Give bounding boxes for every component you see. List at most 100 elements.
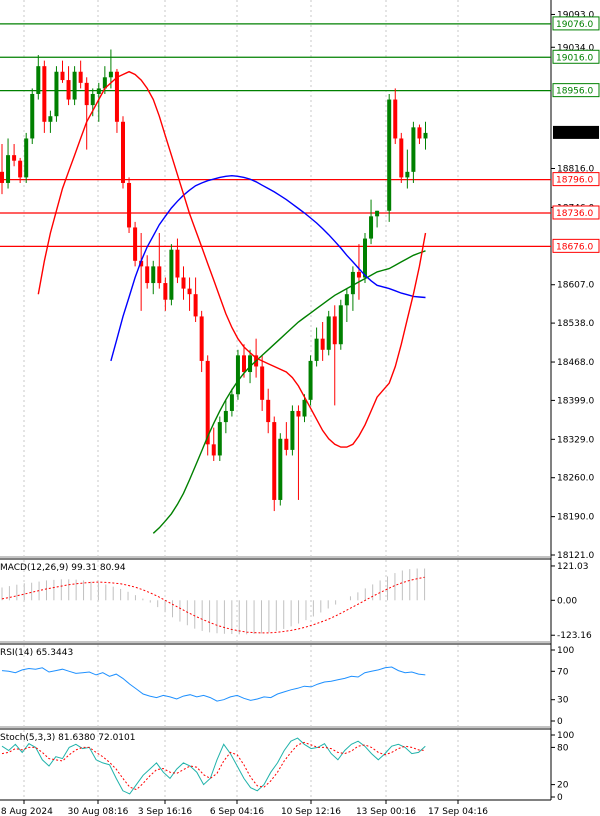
candle-body <box>42 66 47 122</box>
candle-body <box>350 271 355 295</box>
macd-panel: MACD(12,26,9) 99.31 80.94 121.03 0.00 -123.… <box>0 562 592 641</box>
candle-body <box>308 360 313 400</box>
candles <box>0 49 428 512</box>
candle-body <box>338 305 343 345</box>
time-tick-label: 28 Aug 2024 <box>0 807 53 816</box>
rsi-tick-label: 100 <box>557 646 574 656</box>
time-tick-label: 30 Aug 08:16 <box>68 807 129 816</box>
candle-body <box>102 77 107 89</box>
candle-body <box>139 260 144 267</box>
sr-level-labels: 19076.0 19016.0 18956.0 18796.0 18736.0 18676… <box>552 16 600 253</box>
candle-body <box>60 71 65 81</box>
candle-body <box>260 366 265 400</box>
candle-body <box>181 277 186 289</box>
price-tick-label: 18399.0 <box>557 396 594 406</box>
stoch-tick-label: 80 <box>557 743 569 753</box>
candle-body <box>145 266 150 284</box>
ma-red-line <box>37 70 427 448</box>
ma-green-line <box>152 250 426 534</box>
moving-averages <box>37 70 427 534</box>
candle-body <box>121 121 125 183</box>
candle-body <box>302 399 307 417</box>
candle-body <box>12 155 17 161</box>
candle-body <box>272 422 277 500</box>
price-tick-label: 18329.0 <box>557 435 594 445</box>
stoch-k-line <box>1 737 426 795</box>
candle-body <box>344 294 349 306</box>
candle-body <box>417 127 422 139</box>
candle-body <box>242 355 246 373</box>
level-label: 18736.0 <box>556 209 593 219</box>
candle-body <box>127 182 132 228</box>
level-label: 18956.0 <box>556 87 593 97</box>
candle-body <box>48 116 53 122</box>
level-label-box <box>552 49 600 64</box>
stoch-tick-label: 0 <box>557 793 563 803</box>
price-tick-label: 18260.0 <box>557 474 594 484</box>
candle-body <box>193 294 198 317</box>
candle-body <box>96 88 101 94</box>
candle-body <box>217 422 222 456</box>
macd-tick-label: -123.16 <box>557 631 592 641</box>
rsi-tick-label: 30 <box>557 696 569 706</box>
vertical-grid <box>23 0 459 800</box>
candle-body <box>326 316 331 350</box>
level-label: 19076.0 <box>556 20 593 30</box>
candle-body <box>235 355 240 395</box>
candle-body <box>205 360 210 445</box>
price-panel: 19093.019034.018816.018746.018607.018538… <box>0 10 600 561</box>
candle-body <box>278 438 283 500</box>
ma-blue-line <box>110 174 426 362</box>
price-tick-label: 19093.0 <box>557 10 594 20</box>
candle-body <box>290 410 295 450</box>
level-label-box <box>552 16 600 31</box>
candle-body <box>163 283 168 300</box>
candle-body <box>369 216 374 239</box>
candle-body <box>187 288 192 295</box>
candle-body <box>284 438 289 450</box>
candle-body <box>36 66 41 94</box>
candle-body <box>84 82 89 106</box>
level-label-box <box>552 83 600 98</box>
candle-body <box>18 160 23 178</box>
candle-body <box>175 249 180 278</box>
time-tick-label: 3 Sep 16:16 <box>138 807 193 816</box>
candle-body <box>248 355 253 373</box>
time-tick-label: 10 Sep 12:16 <box>281 807 341 816</box>
stoch-tick-label: 100 <box>557 731 574 741</box>
candle-body <box>66 80 71 100</box>
macd-tick-label: 0.00 <box>557 596 577 606</box>
candle-body <box>157 266 162 284</box>
price-tick-label: 18468.0 <box>557 358 594 368</box>
rsi-line <box>1 666 426 702</box>
time-tick-label: 17 Sep 04:16 <box>428 807 488 816</box>
candle-body <box>0 171 4 183</box>
candle-body <box>405 171 410 178</box>
candle-body <box>399 138 404 178</box>
current-price-box <box>553 125 599 139</box>
candle-body <box>411 127 416 172</box>
level-label-box <box>552 172 600 187</box>
level-label-box <box>552 205 600 220</box>
candle-body <box>78 71 83 83</box>
chart-frame <box>0 0 552 801</box>
price-tick-label: 18538.0 <box>557 319 594 329</box>
candle-body <box>229 394 234 411</box>
rsi-tick-label: 70 <box>557 667 569 677</box>
rsi-tick-label: 0 <box>557 717 563 727</box>
candle-body <box>223 410 228 423</box>
macd-title: MACD(12,26,9) 99.31 80.94 <box>0 563 126 573</box>
candle-body <box>151 266 156 284</box>
candle-body <box>169 249 174 300</box>
rsi-panel: RSI(14) 65.3443 100 70 30 0 <box>0 646 574 727</box>
rsi-title: RSI(14) 65.3443 <box>0 648 73 658</box>
candle-body <box>114 71 119 122</box>
candle-body <box>90 93 95 106</box>
level-label: 19016.0 <box>556 53 593 63</box>
candle-body <box>320 338 325 350</box>
candle-body <box>133 227 138 261</box>
stoch-panel: Stoch(5,3,3) 81.6380 72.0101 100 80 20 0 <box>0 731 574 803</box>
candle-body <box>266 399 271 423</box>
candle-body <box>423 132 428 139</box>
